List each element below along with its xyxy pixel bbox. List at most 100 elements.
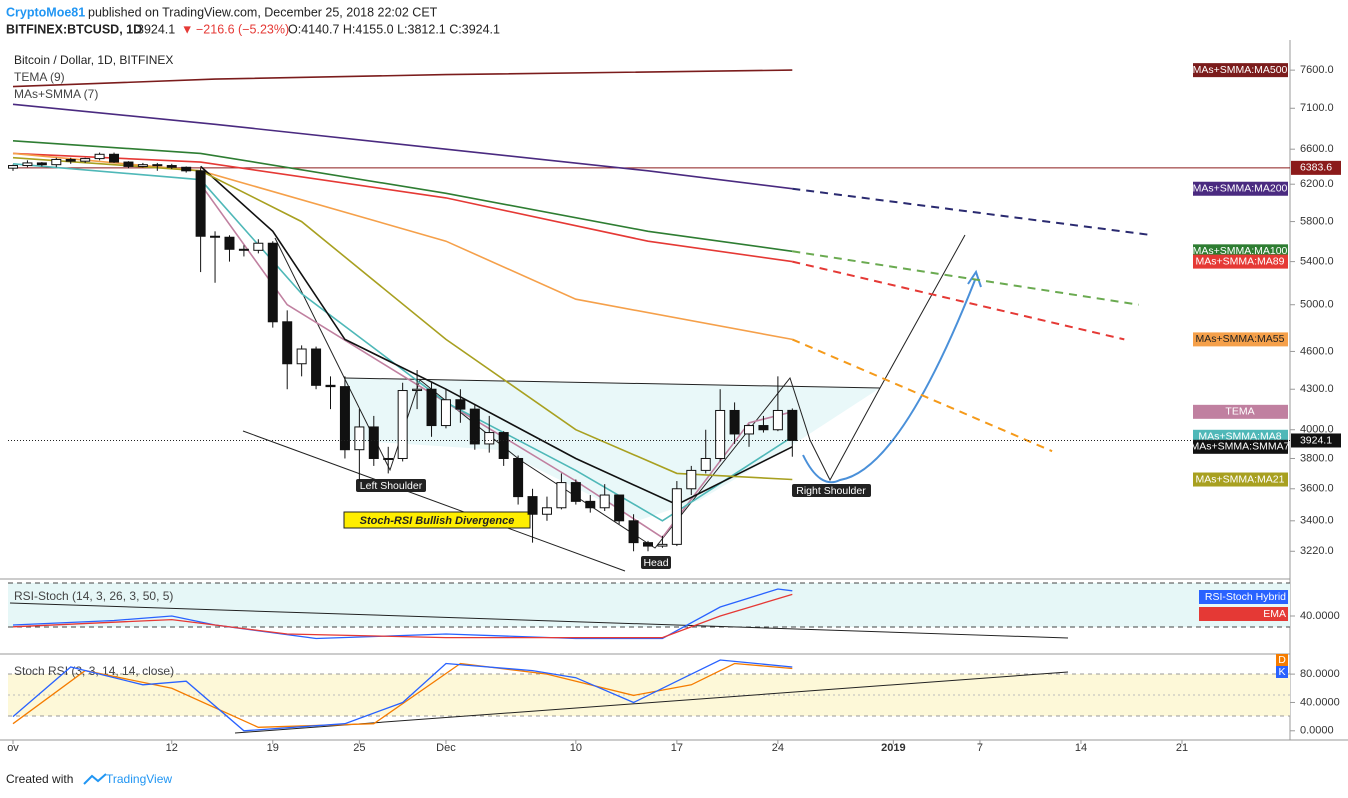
- pane-title: Stoch RSI (3, 3, 14, 14, close): [14, 664, 174, 678]
- x-tick-label: 12: [166, 742, 178, 754]
- candle-body: [585, 500, 596, 509]
- candle-body: [715, 409, 726, 459]
- candle-body: [339, 386, 350, 451]
- x-tick-label: 24: [772, 742, 784, 754]
- candle-body: [671, 488, 682, 545]
- y-tick-label: 80.0000: [1300, 668, 1340, 680]
- y-tick-label: 40.0000: [1300, 610, 1340, 622]
- legend-tag: [1199, 607, 1288, 621]
- candle-body: [498, 432, 509, 459]
- indicator-line: [12, 588, 793, 640]
- candle-body: [152, 164, 163, 167]
- price-tag-label: MAs+SMMA:MA500: [1193, 64, 1288, 76]
- arrow-head: [967, 269, 982, 288]
- legend-tag: [1276, 654, 1288, 666]
- divergence-line: [9, 602, 1069, 639]
- y-tick-label: 5800.0: [1300, 215, 1334, 227]
- price-tag-label: MAs+SMMA:SMMA7: [1191, 441, 1290, 453]
- y-tick-label: 0.0000: [1300, 725, 1334, 737]
- candle-body: [657, 543, 668, 547]
- candle-body: [253, 242, 264, 251]
- x-tick-label: 2019: [881, 742, 905, 754]
- candle-body: [181, 166, 192, 172]
- candle-body: [123, 161, 134, 167]
- price-tag-label: TEMA: [1225, 406, 1254, 418]
- y-tick-label: 7100.0: [1300, 102, 1334, 114]
- candle-body: [8, 165, 18, 169]
- legend-entry: MAs+SMMA (7): [14, 87, 98, 101]
- x-tick-label: 25: [353, 742, 365, 754]
- y-tick-label: 4300.0: [1300, 383, 1334, 395]
- ma-line: [12, 69, 793, 88]
- candle-body: [455, 399, 466, 410]
- y-tick-label: 3800.0: [1300, 452, 1334, 464]
- indicator-line: [12, 662, 793, 728]
- candle-body: [282, 321, 293, 365]
- candle-body: [527, 496, 538, 515]
- candle-body: [166, 165, 177, 168]
- legend-tag-label: D: [1278, 654, 1286, 666]
- candle-body: [137, 164, 148, 167]
- y-tick-label: 7600.0: [1300, 64, 1334, 76]
- candle-body: [556, 482, 567, 509]
- legend-tag: [1276, 666, 1288, 678]
- ma-line: [12, 140, 793, 253]
- legend-tag-label: K: [1278, 666, 1285, 678]
- candle-body: [570, 482, 581, 502]
- candle-body: [758, 425, 769, 431]
- pane-title: RSI-Stoch (14, 3, 26, 3, 50, 5): [14, 589, 173, 603]
- candle-body: [267, 242, 278, 323]
- divergence-line: [234, 671, 1069, 734]
- ma-line: [12, 103, 793, 190]
- axis-tag: [1291, 160, 1341, 175]
- candle-body: [484, 432, 495, 445]
- y-tick-label: 3600.0: [1300, 483, 1334, 495]
- candle-body: [700, 457, 711, 471]
- candle-body: [210, 235, 221, 238]
- y-tick-label: 4000.0: [1300, 424, 1334, 436]
- symbol: BITFINEX:BTCUSD, 1D: [6, 22, 142, 36]
- legend-tag: [1199, 590, 1288, 604]
- candle-body: [383, 457, 394, 460]
- candle-body: [224, 236, 235, 250]
- footer: Created with: [6, 772, 73, 786]
- annotation: Head: [643, 557, 668, 569]
- axis-tag: [1291, 433, 1341, 448]
- x-tick-label: 21: [1176, 742, 1188, 754]
- y-tick-label: 3400.0: [1300, 515, 1334, 527]
- chart-title: Bitcoin / Dollar, 1D, BITFINEX: [14, 53, 173, 67]
- ma-projection: [791, 338, 1053, 453]
- ma-projection: [792, 187, 1154, 237]
- author[interactable]: CryptoMoe81: [6, 5, 85, 19]
- candle-body: [80, 158, 91, 162]
- y-tick-label: 3220.0: [1300, 545, 1334, 557]
- candle-body: [772, 409, 783, 431]
- legend-tag-label: RSI-Stoch Hybrid: [1205, 591, 1286, 603]
- neckline: [344, 377, 881, 389]
- label-bg: [792, 484, 871, 497]
- footer-brand[interactable]: TradingView: [106, 772, 172, 786]
- indicator-line: [12, 593, 793, 639]
- y-tick-label: 6200.0: [1300, 178, 1334, 190]
- y-tick-label: 4600.0: [1300, 345, 1334, 357]
- annotation: Right Shoulder: [796, 485, 866, 497]
- candle-body: [412, 388, 423, 392]
- price-tag-label: MAs+SMMA:MA21: [1196, 473, 1285, 485]
- ma-projection: [792, 250, 1139, 306]
- candle-body: [22, 162, 33, 167]
- price-tag: [1193, 472, 1288, 487]
- price-tag-label: MAs+SMMA:MA89: [1196, 255, 1285, 267]
- price-tag: [1193, 181, 1288, 196]
- label-bg: [356, 479, 426, 492]
- x-tick-label: 19: [267, 742, 279, 754]
- candle-body: [599, 494, 610, 509]
- y-tick-label: 5400.0: [1300, 256, 1334, 268]
- candle-body: [368, 426, 379, 459]
- candle-body: [311, 348, 322, 386]
- label-bg: [343, 511, 531, 529]
- ma-projection: [792, 260, 1125, 341]
- candle-body: [729, 409, 740, 435]
- legend-entry: TEMA (9): [14, 70, 65, 84]
- candle-body: [109, 153, 120, 163]
- price-tag-label: MAs+SMMA:MA200: [1193, 183, 1288, 195]
